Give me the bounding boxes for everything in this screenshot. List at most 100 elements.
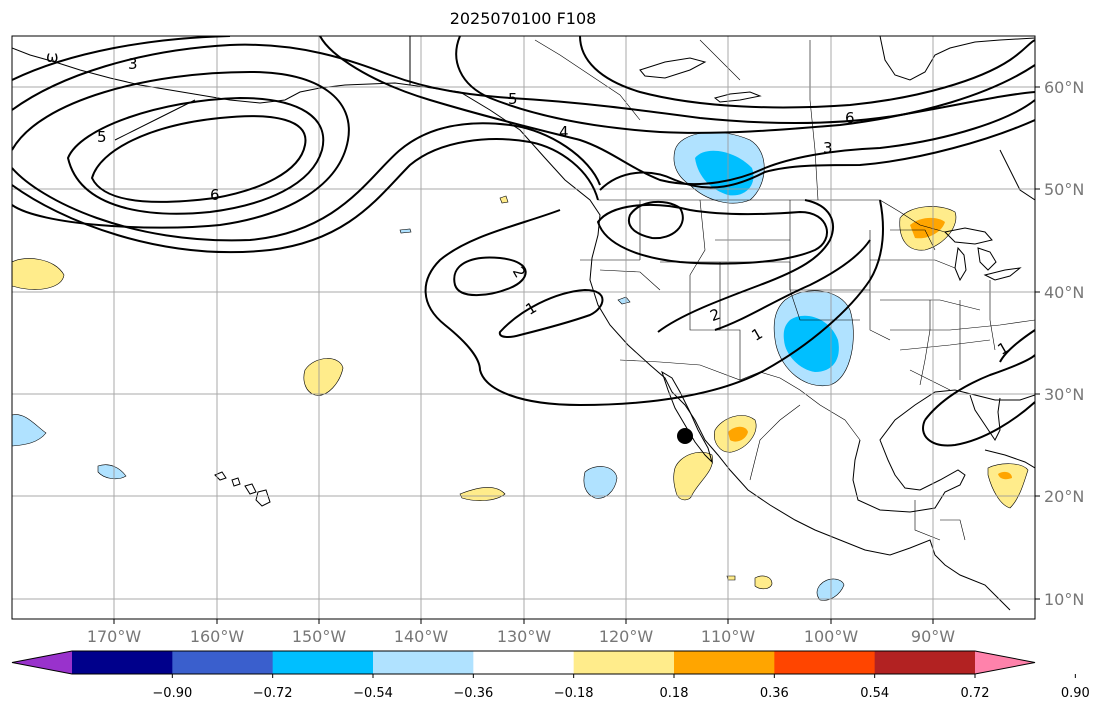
great-lake-huron bbox=[977, 247, 997, 271]
colorbar-segment bbox=[373, 651, 474, 674]
colorbar: −0.90 −0.72 −0.54 −0.36 −0.18 0.18 0.36 0.54 0.7… bbox=[11, 650, 1090, 701]
hawaii-2 bbox=[231, 477, 241, 487]
coast-baja bbox=[661, 370, 714, 464]
lon-tick-label: 140°W bbox=[394, 627, 449, 646]
great-lake-michigan bbox=[954, 246, 967, 282]
fill-orange-greatlakes bbox=[910, 217, 945, 239]
lat-labels: 60°N 50°N 40°N 30°N 20°N 10°N bbox=[1044, 78, 1084, 609]
contour-2-loop bbox=[453, 256, 527, 297]
fill-yellow-caribbean bbox=[987, 463, 1029, 509]
contour-pacific-2 bbox=[12, 36, 231, 81]
colorbar-tick-label: −0.90 bbox=[152, 686, 192, 701]
alaska-peninsula bbox=[114, 99, 196, 141]
contour-canada-5 bbox=[455, 36, 1035, 134]
fill-blue-pacific-mid bbox=[583, 466, 618, 499]
contour-label: 5 bbox=[97, 128, 107, 146]
contour-inner-1 bbox=[627, 200, 684, 240]
coast-cuba bbox=[984, 449, 1035, 469]
lat-tick-label: 40°N bbox=[1044, 283, 1084, 302]
contour-label: 5 bbox=[508, 90, 518, 108]
great-lake-superior bbox=[943, 227, 993, 245]
contour-labels: 3 5 6 ω 5 4 6 3 2 1 2 1 1 bbox=[46, 48, 1012, 359]
lat-tick-label: 10°N bbox=[1044, 590, 1084, 609]
lat-tick-label: 30°N bbox=[1044, 385, 1084, 404]
island-banks bbox=[713, 91, 762, 103]
contour-outer-1 bbox=[424, 199, 884, 407]
colorbar-tick-label: 0.18 bbox=[660, 686, 689, 701]
fill-blue-tiny-1 bbox=[399, 228, 412, 234]
island-victoria bbox=[639, 57, 707, 79]
contour-alaska-3 bbox=[12, 70, 350, 229]
fill-blue-west-edge bbox=[12, 414, 47, 447]
axis-ticks bbox=[113, 86, 1040, 624]
fill-yellow-baja bbox=[673, 451, 713, 501]
colorbar-tick-label: 0.72 bbox=[961, 686, 990, 701]
contour-label: 4 bbox=[559, 123, 569, 141]
colorbar-segment bbox=[172, 651, 274, 674]
lat-tick-label: 50°N bbox=[1044, 180, 1084, 199]
hawaii-3 bbox=[244, 483, 257, 495]
contour-canada-3 bbox=[599, 119, 1035, 191]
contour-1-east bbox=[714, 239, 871, 331]
fill-yellow-south-pacific bbox=[459, 487, 506, 501]
contour-east-upper bbox=[999, 329, 1035, 363]
fill-orange-mex-coast bbox=[728, 426, 748, 442]
coastlines bbox=[12, 36, 1035, 611]
contour-alaska-inner bbox=[90, 115, 307, 203]
hawaii-1 bbox=[214, 471, 227, 481]
contour-alaska-4 bbox=[12, 122, 601, 242]
colorbar-tick-label: 0.54 bbox=[860, 686, 889, 701]
contour-1-loop bbox=[498, 288, 604, 338]
contour-alaska-5 bbox=[12, 138, 599, 254]
lon-labels: 170°W 160°W 150°W 140°W 130°W 120°W 110°… bbox=[87, 627, 955, 646]
graticule bbox=[12, 36, 1035, 619]
contour-lines bbox=[12, 36, 1035, 447]
fill-yellow-tiny-1 bbox=[499, 195, 509, 204]
lon-tick-label: 120°W bbox=[599, 627, 654, 646]
coast-alaska bbox=[12, 47, 411, 104]
fill-yellow-small-1 bbox=[754, 575, 773, 590]
colorbar-segment bbox=[774, 651, 876, 674]
border-us-mexico bbox=[619, 359, 861, 441]
contour-label: 6 bbox=[845, 109, 855, 127]
colorbar-segment bbox=[674, 651, 775, 674]
contour-1-gulf-b bbox=[922, 401, 1035, 447]
contour-canada-4 bbox=[319, 36, 1035, 186]
colorbar-tick-label: −0.18 bbox=[554, 686, 594, 701]
lat-tick-label: 20°N bbox=[1044, 487, 1084, 506]
contour-inner-2 bbox=[596, 203, 828, 265]
lon-tick-label: 110°W bbox=[701, 627, 756, 646]
fill-yellow-west-edge bbox=[12, 258, 65, 290]
contour-label: 3 bbox=[128, 55, 138, 73]
lat-tick-label: 60°N bbox=[1044, 78, 1084, 97]
anomaly-fills bbox=[12, 131, 1029, 601]
contour-canada-6 bbox=[579, 36, 1035, 109]
contour-alaska-2 bbox=[66, 96, 325, 215]
coast-gulf bbox=[852, 389, 1035, 513]
hawaii-4 bbox=[255, 489, 271, 507]
contour-1-gulf bbox=[924, 354, 1035, 421]
colorbar-segment bbox=[473, 651, 575, 674]
colorbar-outline bbox=[11, 650, 1036, 675]
colorbar-extend-max bbox=[975, 651, 1035, 674]
colorbar-tick-label: −0.54 bbox=[353, 686, 393, 701]
fill-cyan-southwest bbox=[783, 315, 839, 372]
coast-labrador bbox=[999, 149, 1035, 201]
colorbar-segment bbox=[272, 651, 374, 674]
great-lake-erie bbox=[983, 267, 1022, 281]
colorbar-tick-label: −0.72 bbox=[253, 686, 293, 701]
map-title: 2025070100 F108 bbox=[449, 9, 597, 28]
colorbar-segment bbox=[573, 651, 675, 674]
lon-tick-label: 150°W bbox=[292, 627, 347, 646]
colorbar-extend-min bbox=[12, 651, 72, 674]
location-marker bbox=[677, 428, 693, 444]
coast-hudson bbox=[879, 36, 1035, 81]
border-us-canada bbox=[598, 199, 946, 233]
lon-tick-label: 90°W bbox=[911, 627, 955, 646]
lon-tick-label: 170°W bbox=[87, 627, 142, 646]
colorbar-tick-label: 0.36 bbox=[760, 686, 789, 701]
lon-tick-label: 160°W bbox=[190, 627, 245, 646]
contour-label: 3 bbox=[823, 139, 833, 157]
fill-orange-caribbean bbox=[998, 471, 1012, 480]
